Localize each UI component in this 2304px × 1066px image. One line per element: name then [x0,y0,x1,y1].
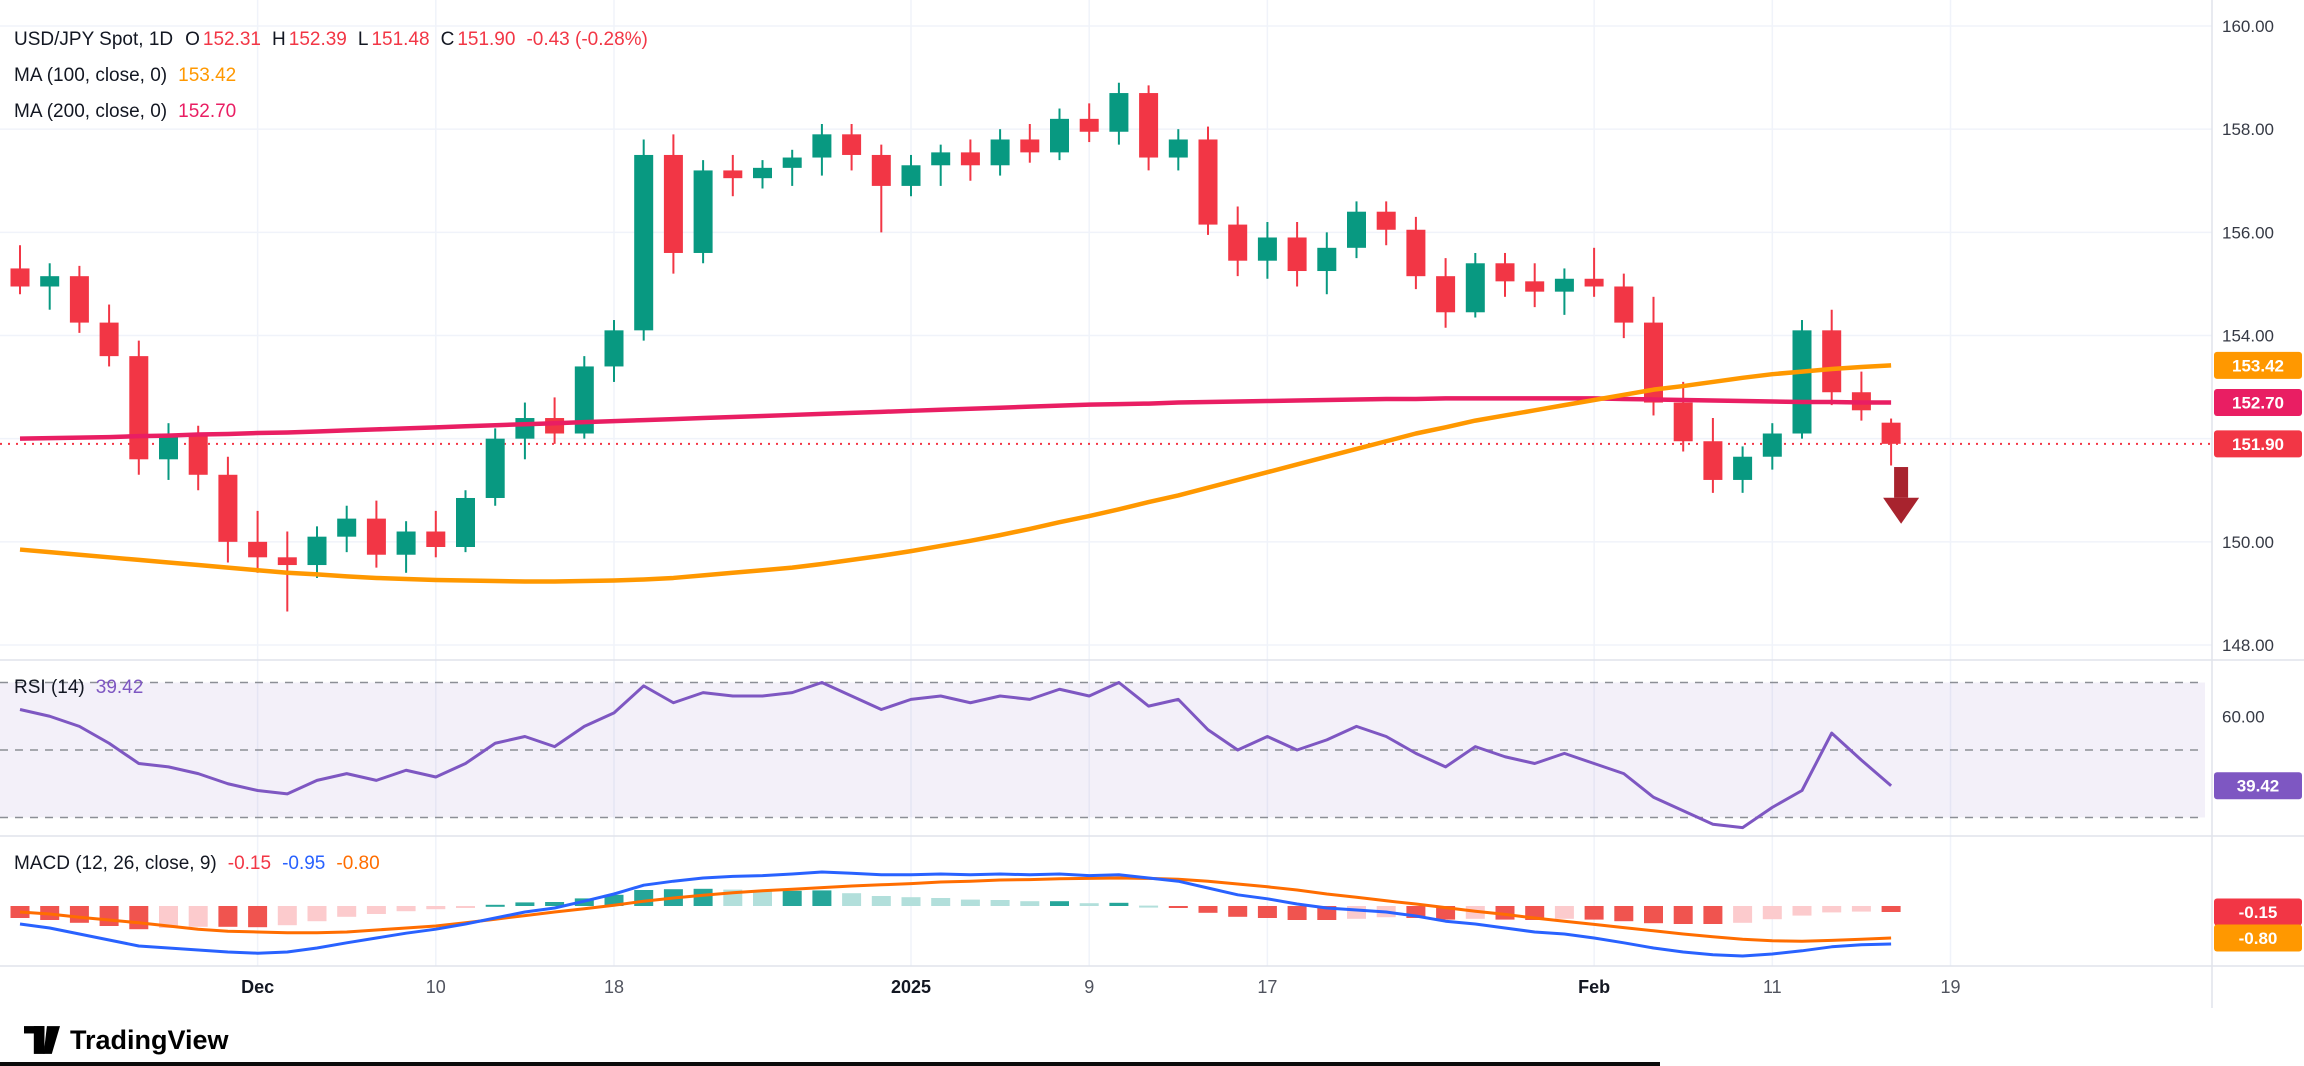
svg-text:151.90: 151.90 [2232,435,2284,454]
macd-main-line [19,870,1892,958]
macd-line-value: -0.95 [282,853,326,874]
bottom-divider [0,1062,1660,1066]
symbol-row[interactable]: USD/JPY Spot, 1D O 152.31 H 152.39 L 151.48… [14,22,648,58]
svg-text:160.00: 160.00 [2222,17,2274,36]
ma100-line [19,363,1892,584]
rsi-row[interactable]: RSI (14) 39.42 [14,670,143,706]
open-value: 152.31 [202,29,262,50]
price-badge: 151.90 [2214,430,2302,458]
symbol-title[interactable]: USD/JPY Spot, 1D [14,29,174,50]
down-arrow-annotation [1883,467,1920,524]
rsi-value: 39.42 [95,677,144,698]
svg-text:158.00: 158.00 [2222,120,2274,139]
svg-text:-0.15: -0.15 [2239,903,2278,922]
price-badge: 152.70 [2214,389,2302,417]
grid-lines [0,0,2212,966]
tradingview-logo-text: TradingView [70,1024,229,1055]
ma200-row[interactable]: MA (200, close, 0) 152.70 [14,94,648,130]
macd-histogram [10,888,1901,930]
ma200-value: 152.70 [178,101,237,122]
macd-legend: MACD (12, 26, close, 9) -0.15 -0.95 -0.8… [14,846,380,882]
price-axis[interactable]: 160.00 158.00 156.00 154.00 150.00 148.00 60.0… [2222,17,2274,726]
macd-badge: -0.80 [2214,924,2302,952]
ma100-row[interactable]: MA (100, close, 0) 153.42 [14,58,648,94]
change-value: -0.43 (-0.28%) [526,29,648,50]
time-axis[interactable]: Dec 10 18 2025 9 17 Feb 11 19 [241,977,1960,997]
tradingview-logo-icon [24,1026,60,1054]
pane-separators [0,0,2304,1008]
rsi-series [19,681,1893,830]
ma100 [19,363,1892,584]
macd-signal-line [19,876,1892,943]
ma200-line [19,396,1892,441]
open-label: O [185,29,200,50]
macd-hist-value: -0.15 [227,853,272,874]
svg-text:10: 10 [426,977,446,997]
svg-text:39.42: 39.42 [2237,777,2280,796]
rsi-legend: RSI (14) 39.42 [14,670,143,706]
svg-text:148.00: 148.00 [2222,636,2274,655]
low-value: 151.48 [371,29,430,50]
svg-text:-0.80: -0.80 [2239,929,2278,948]
tradingview-attribution[interactable]: TradingView [24,1024,229,1056]
price-badge: 153.42 [2214,351,2302,379]
rsi-badge: 39.42 [2214,772,2302,800]
svg-text:2025: 2025 [891,977,931,997]
svg-text:60.00: 60.00 [2222,707,2265,726]
low-label: L [357,29,369,50]
ma200-label: MA (200, close, 0) [14,101,168,122]
svg-text:19: 19 [1940,977,1960,997]
macd-lines [19,870,1892,958]
rsi-pane [0,681,2205,819]
macd-signal-value: -0.80 [336,853,380,874]
rsi-line [19,681,1893,830]
svg-text:156.00: 156.00 [2222,223,2274,242]
candlestick-series [10,82,1901,612]
svg-text:153.42: 153.42 [2232,356,2284,375]
macd-label: MACD (12, 26, close, 9) [14,853,217,874]
high-value: 152.39 [288,29,347,50]
high-label: H [272,29,286,50]
close-label: C [440,29,455,50]
rsi-label: RSI (14) [14,677,85,698]
macd-badge: -0.15 [2214,898,2302,926]
macd-row[interactable]: MACD (12, 26, close, 9) -0.15 -0.95 -0.8… [14,846,380,882]
ma100-value: 153.42 [178,65,237,86]
svg-text:152.70: 152.70 [2232,394,2284,413]
ma100-label: MA (100, close, 0) [14,65,168,86]
svg-text:Feb: Feb [1578,977,1610,997]
svg-text:18: 18 [604,977,624,997]
svg-text:150.00: 150.00 [2222,533,2274,552]
svg-text:11: 11 [1763,977,1782,997]
svg-text:154.00: 154.00 [2222,326,2274,345]
ma200 [19,396,1892,441]
close-value: 151.90 [457,29,516,50]
svg-text:9: 9 [1084,977,1094,997]
main-legend: USD/JPY Spot, 1D O 152.31 H 152.39 L 151.48… [14,22,648,130]
svg-text:Dec: Dec [241,977,274,997]
svg-text:17: 17 [1257,977,1277,997]
